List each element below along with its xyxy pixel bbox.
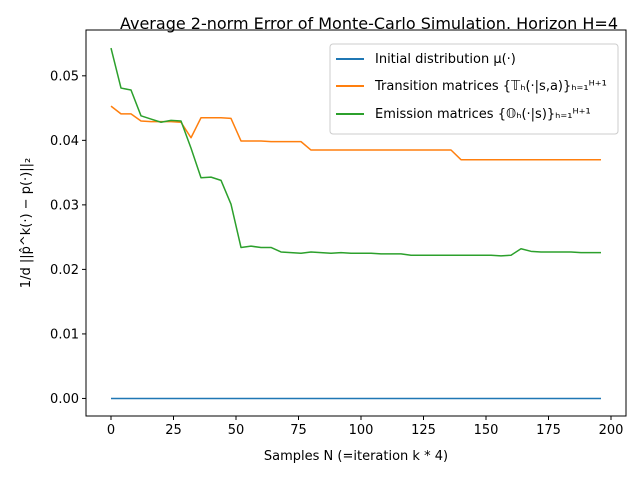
legend-label-2: Emission matrices {𝕆ₕ(·|s)}ₕ₌₁ᴴ⁺¹ xyxy=(375,107,591,122)
y-axis-label: 1/d ||p̂^k(·) − p(·)||₂ xyxy=(19,158,34,288)
legend-label-0: Initial distribution μ(·) xyxy=(375,52,516,67)
legend-label-1: Transition matrices {𝕋ₕ(·|s,a)}ₕ₌₁ᴴ⁺¹ xyxy=(374,79,607,94)
x-tick-label-7: 175 xyxy=(536,423,561,438)
y-tick-label-5: 0.05 xyxy=(50,69,79,84)
x-tick-label-4: 100 xyxy=(349,423,374,438)
chart-title: Average 2-norm Error of Monte-Carlo Simu… xyxy=(120,14,618,33)
x-tick-label-1: 25 xyxy=(165,423,182,438)
legend: Initial distribution μ(·) Transition mat… xyxy=(329,43,619,135)
x-tick-label-3: 75 xyxy=(290,423,307,438)
plot-frame xyxy=(85,29,627,417)
x-tick-label-6: 150 xyxy=(474,423,499,438)
y-tick-label-4: 0.04 xyxy=(50,134,79,149)
plot-series xyxy=(110,47,601,400)
y-tick-label-1: 0.01 xyxy=(50,327,79,342)
series-line-2 xyxy=(110,47,601,257)
y-axis: 0.00 0.01 0.02 0.03 0.04 0.05 xyxy=(50,69,86,407)
y-tick-label-0: 0.00 xyxy=(50,392,79,407)
x-axis: 0 25 50 75 100 125 150 175 200 xyxy=(107,416,624,438)
x-tick-label-8: 200 xyxy=(599,423,624,438)
x-tick-label-5: 125 xyxy=(411,423,436,438)
legend-box xyxy=(329,43,619,135)
y-tick-label-2: 0.02 xyxy=(50,263,79,278)
x-tick-label-0: 0 xyxy=(107,423,115,438)
x-axis-label: Samples N (=iteration k * 4) xyxy=(264,449,448,464)
series-line-1 xyxy=(110,105,601,161)
x-tick-label-2: 50 xyxy=(228,423,245,438)
y-tick-label-3: 0.03 xyxy=(50,198,79,213)
